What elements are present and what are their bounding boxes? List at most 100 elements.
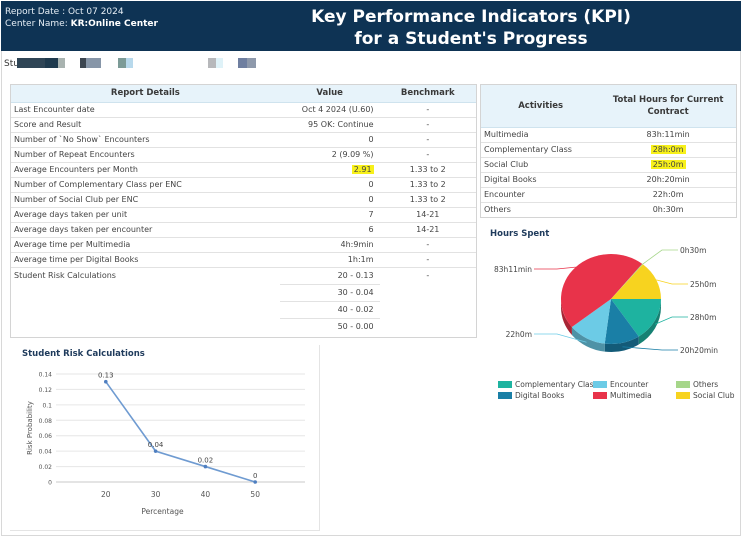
redacted-block xyxy=(86,58,101,68)
student-label: Stu xyxy=(4,59,19,69)
redacted-block xyxy=(216,58,223,68)
pie-slice-side xyxy=(561,299,572,336)
report-date: Report Date : Oct 07 2024 xyxy=(5,7,124,17)
table-row: Average time per Digital Books 1h:1m - xyxy=(11,252,476,268)
benchmark-cell: 14-21 xyxy=(379,207,476,223)
legend-label: Complementary Class xyxy=(515,380,598,389)
x-tick-label: 20 xyxy=(101,490,111,499)
table-row: Average days taken per unit 7 14-21 xyxy=(11,207,476,223)
legend-item: Complementary Class xyxy=(498,380,597,389)
center-name-label: Center Name: xyxy=(5,19,71,29)
column-header: Total Hours for Current Contract xyxy=(600,85,736,128)
table-row: Multimedia 83h:11min xyxy=(481,127,736,143)
pie-slice xyxy=(571,299,611,344)
value-cell: 0 xyxy=(279,177,380,193)
table-row: Number of `No Show` Encounters 0- xyxy=(11,132,476,148)
x-axis-label: Percentage xyxy=(141,507,184,516)
redacted-block xyxy=(17,58,45,68)
table-row: Others 0h:30m xyxy=(481,202,736,217)
title-line-1: Key Performance Indicators (KPI) xyxy=(311,7,631,27)
x-tick-label: 40 xyxy=(201,490,211,499)
chart-title: Student Risk Calculations xyxy=(22,349,145,359)
highlighted-value: 28h:0m xyxy=(650,145,686,154)
hours-cell: 22h:0m xyxy=(600,187,736,203)
benchmark-cell: - xyxy=(379,117,476,133)
pie-leader-line xyxy=(642,249,678,265)
value-cell: 40 - 0.02 xyxy=(279,301,380,319)
empty-cell xyxy=(11,284,280,301)
legend-label: Others xyxy=(693,380,719,389)
detail-cell: Average time per Multimedia xyxy=(11,237,280,253)
x-tick-label: 50 xyxy=(250,490,260,499)
column-header: Benchmark xyxy=(379,85,476,103)
pie-data-label: 20h20min xyxy=(680,346,718,355)
detail-cell: Average days taken per encounter xyxy=(11,222,280,238)
value-cell: 7 xyxy=(279,207,380,223)
table-header-row: Report Details Value Benchmark xyxy=(11,85,476,103)
data-point xyxy=(203,464,208,469)
empty-cell xyxy=(380,318,476,335)
highlighted-value: 2.91 xyxy=(351,165,374,174)
hours-cell: 83h:11min xyxy=(600,127,736,143)
series-line xyxy=(105,381,256,483)
pie-slice-side xyxy=(604,336,639,352)
benchmark-cell: 1.33 to 2 xyxy=(379,177,476,193)
value-cell: 0 xyxy=(279,132,380,148)
redacted-block xyxy=(126,58,133,68)
pie-leader-line xyxy=(654,316,688,325)
detail-cell: Last Encounter date xyxy=(11,102,280,118)
column-header: Activities xyxy=(481,85,601,128)
table-row: Number of Complementary Class per ENC 0 1.… xyxy=(11,177,476,193)
benchmark-cell: - xyxy=(426,271,430,281)
hours-cell: 20h:20min xyxy=(600,172,736,188)
table-row: Average Encounters per Month 2.91 1.33 to … xyxy=(11,162,476,178)
value-cell: 2.91 xyxy=(279,162,380,178)
redacted-block xyxy=(247,58,256,68)
legend-label: Encounter xyxy=(610,380,649,389)
redacted-block xyxy=(45,58,58,68)
y-tick-label: 0 xyxy=(48,480,52,487)
benchmark-cell: - xyxy=(379,147,476,163)
value-cell: 0 xyxy=(279,192,380,208)
hours-cell: 28h:0m xyxy=(600,142,736,158)
y-tick-label: 0.08 xyxy=(39,418,53,425)
value-cell: 95 OK: Continue xyxy=(279,117,380,133)
legend-swatch xyxy=(498,392,512,399)
y-tick-label: 0.02 xyxy=(39,464,53,471)
benchmark-cell: - xyxy=(379,102,476,118)
data-label: 0.04 xyxy=(148,441,164,449)
empty-cell xyxy=(11,301,280,318)
title-line-2: for a Student's Progress xyxy=(354,29,588,49)
pie-data-label: 25h0m xyxy=(690,280,716,289)
data-label: 0.13 xyxy=(98,372,114,380)
table-row: Average time per Multimedia 4h:9min - xyxy=(11,237,476,253)
pie-slice xyxy=(604,299,639,344)
legend-swatch xyxy=(498,381,512,388)
empty-cell xyxy=(11,318,280,335)
detail-cell: Number of Repeat Encounters xyxy=(11,147,280,163)
legend-swatch xyxy=(676,381,690,388)
table-row: Student Risk Calculations 20 - 0.13 - xyxy=(11,267,476,285)
empty-cell xyxy=(380,301,476,318)
benchmark-cell: 1.33 to 2 xyxy=(379,162,476,178)
table-row: Number of Social Club per ENC 0 1.33 to 2 xyxy=(11,192,476,208)
detail-cell: Score and Result xyxy=(11,117,280,133)
page-title: Key Performance Indicators (KPI) for a S… xyxy=(201,6,741,50)
table-row: Last Encounter date Oct 4 2024 (U.60) - xyxy=(11,102,476,118)
highlighted-value: 25h:0m xyxy=(650,160,686,169)
legend-label: Social Club xyxy=(693,391,735,400)
y-tick-label: 0.12 xyxy=(39,387,53,394)
legend-item: Multimedia xyxy=(593,391,652,400)
pie-data-label: 0h30m xyxy=(680,246,706,255)
table-row: Number of Repeat Encounters 2 (9.09 %) - xyxy=(11,147,476,163)
redacted-block xyxy=(238,58,247,68)
pie-data-label: 22h0m xyxy=(506,330,532,339)
redacted-block xyxy=(58,58,65,68)
value-cell: 50 - 0.00 xyxy=(337,322,374,332)
legend-item: Digital Books xyxy=(498,391,564,400)
value-cell: 2 (9.09 %) xyxy=(279,147,380,163)
table-row: Average days taken per encounter 6 14-21 xyxy=(11,222,476,238)
redacted-block xyxy=(80,58,86,68)
y-tick-label: 0.14 xyxy=(39,372,53,379)
pie-chart: 28h0m 20h20min 22h0m 83h11min 0h30m 25h0m xyxy=(494,246,718,355)
